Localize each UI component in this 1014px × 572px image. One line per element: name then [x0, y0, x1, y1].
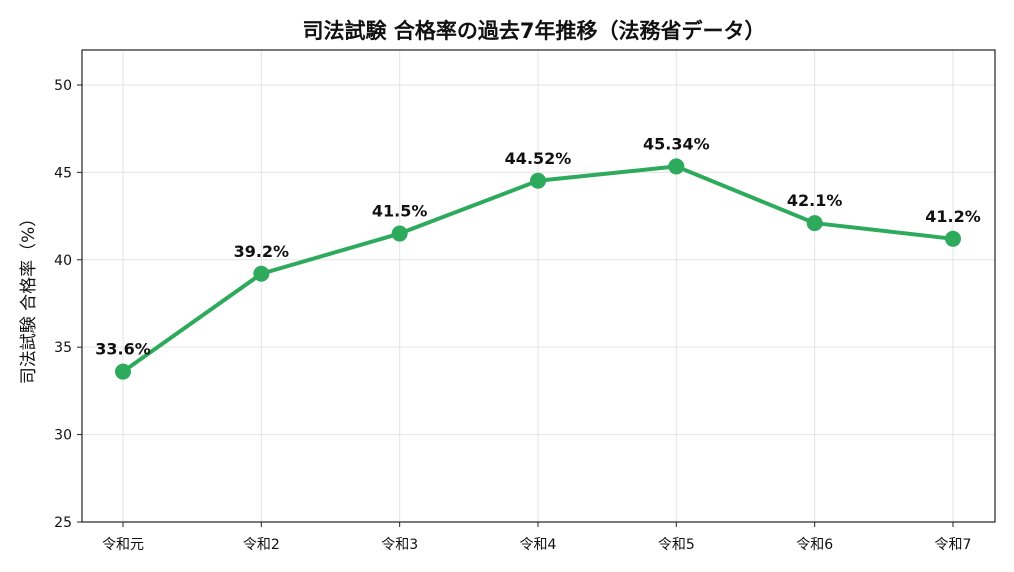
y-tick-label: 30	[54, 428, 72, 444]
data-point	[668, 158, 685, 175]
y-axis-label: 司法試験 合格率（%）	[19, 210, 39, 385]
data-label: 33.6%	[95, 340, 151, 359]
x-axis-ticks: 令和元 令和2 令和3 令和4 令和5 令和6 令和7	[102, 522, 971, 553]
y-tick-label: 50	[54, 78, 72, 94]
data-point	[391, 225, 408, 242]
data-label: 42.1%	[787, 191, 843, 210]
y-tick-label: 45	[54, 165, 72, 181]
data-point	[806, 215, 823, 232]
data-labels: 33.6% 39.2% 41.5% 44.52% 45.34% 42.1% 41.2%	[95, 134, 981, 358]
data-point	[253, 265, 270, 282]
x-tick-label: 令和元	[102, 537, 144, 553]
data-label: 45.34%	[643, 134, 710, 153]
x-tick-label: 令和5	[658, 537, 695, 553]
x-tick-label: 令和4	[520, 537, 557, 553]
data-point	[115, 363, 131, 380]
grid-lines	[82, 50, 995, 523]
data-point	[530, 172, 546, 189]
data-point	[945, 230, 961, 247]
data-label: 39.2%	[234, 242, 290, 261]
series-group	[115, 158, 961, 380]
chart-title: 司法試験 合格率の過去7年推移（法務省データ）	[303, 19, 766, 43]
x-tick-label: 令和2	[243, 537, 280, 553]
x-tick-label: 令和6	[796, 537, 833, 553]
x-tick-label: 令和7	[935, 537, 972, 553]
y-tick-label: 35	[54, 340, 72, 356]
data-label: 41.2%	[925, 207, 981, 226]
x-tick-label: 令和3	[381, 537, 418, 553]
data-label: 41.5%	[372, 202, 428, 221]
data-label: 44.52%	[505, 149, 572, 168]
y-tick-label: 40	[54, 253, 72, 269]
y-axis-ticks: 25 30 35 40 45 50	[54, 78, 82, 531]
y-tick-label: 25	[54, 515, 72, 531]
